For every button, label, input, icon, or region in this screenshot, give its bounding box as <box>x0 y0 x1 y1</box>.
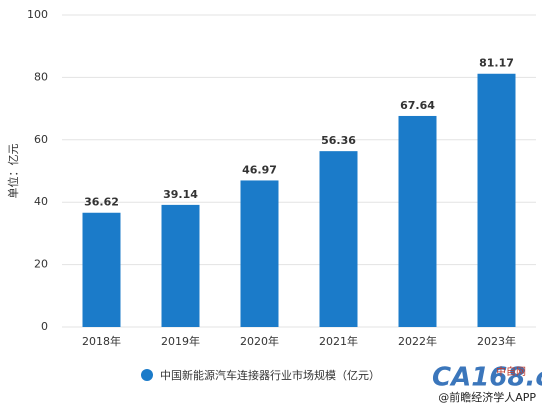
bar <box>477 73 516 327</box>
data-label: 81.17 <box>479 57 514 70</box>
bar <box>319 151 358 327</box>
data-label: 67.64 <box>400 99 435 112</box>
watermark: CA168.com <box>432 363 542 393</box>
data-label: 36.62 <box>84 196 119 209</box>
x-tick-label: 2020年 <box>240 334 279 348</box>
y-tick-label: 0 <box>41 320 48 333</box>
x-tick-label: 2022年 <box>398 334 437 348</box>
data-label: 39.14 <box>163 188 198 201</box>
x-tick-label: 2023年 <box>477 334 516 348</box>
y-axis-label: 单位：亿元 <box>6 144 20 199</box>
y-tick-label: 20 <box>34 258 48 271</box>
x-tick-label: 2019年 <box>161 334 200 348</box>
bar <box>398 115 437 328</box>
data-label: 56.36 <box>321 134 356 147</box>
y-tick-label: 80 <box>34 70 48 83</box>
y-tick-label: 100 <box>27 8 48 21</box>
legend-swatch <box>141 369 153 381</box>
x-tick-label: 2021年 <box>319 334 358 348</box>
bar <box>240 180 279 327</box>
legend-label: 中国新能源汽车连接器行业市场规模（亿元） <box>160 368 380 382</box>
x-tick-label: 2018年 <box>82 334 121 348</box>
watermark: 中自网 <box>496 365 526 378</box>
y-tick-label: 40 <box>34 195 48 208</box>
watermark: @前瞻经济学人APP <box>438 390 536 404</box>
data-label: 46.97 <box>242 163 277 176</box>
bar <box>161 204 200 327</box>
y-tick-label: 60 <box>34 133 48 146</box>
bar <box>82 212 121 327</box>
